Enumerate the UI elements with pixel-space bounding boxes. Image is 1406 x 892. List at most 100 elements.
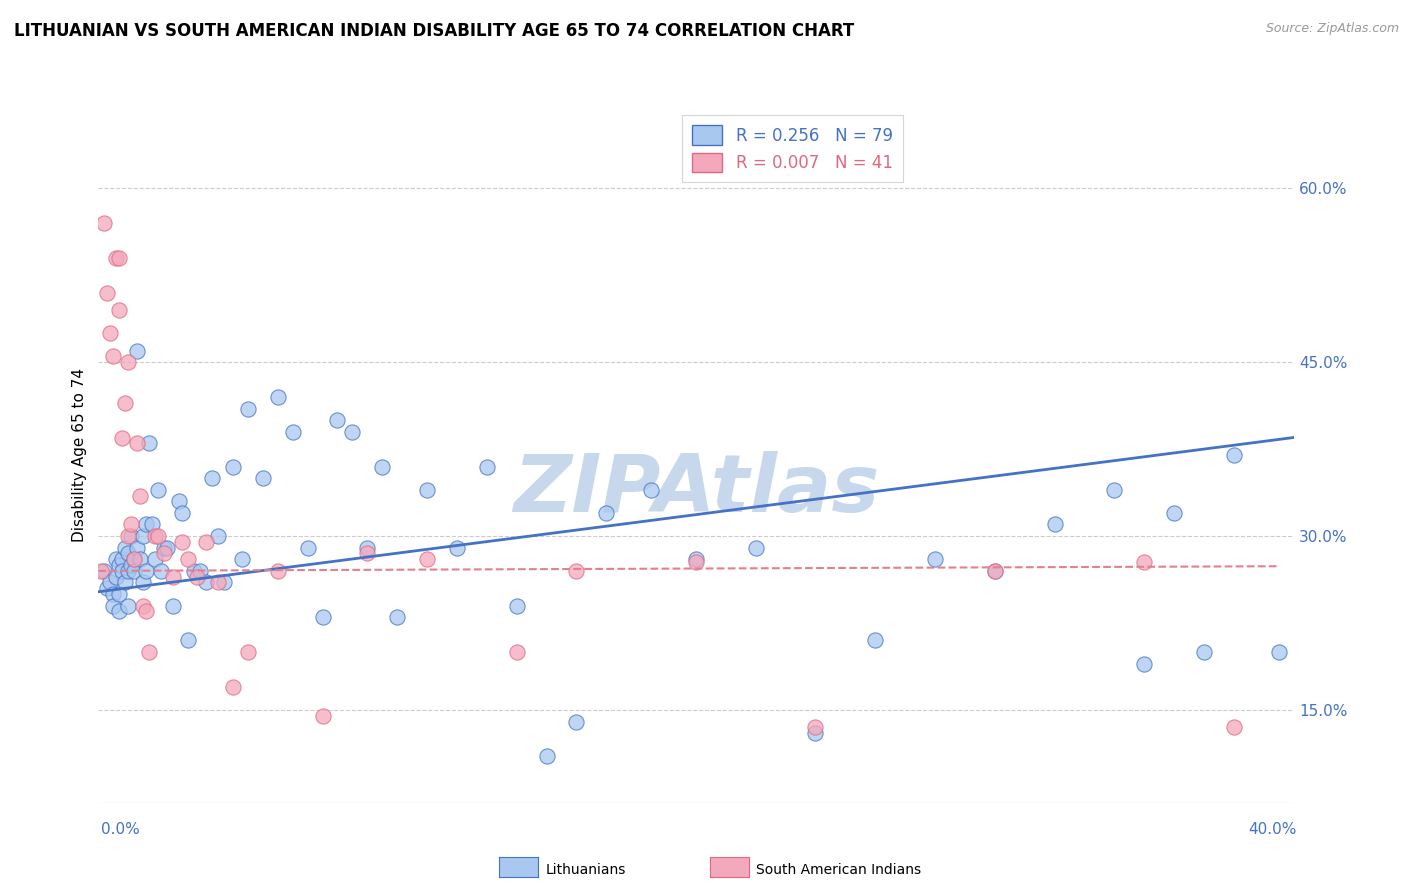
Point (108, 558, 131, 573)
Point (153, 546, 176, 561)
Point (150, 564, 173, 578)
Point (984, 564, 1007, 578)
Point (114, 575, 136, 590)
Point (1192, 645, 1215, 659)
Point (148, 483, 170, 497)
Point (297, 541, 319, 555)
Point (120, 529, 142, 543)
Point (124, 552, 146, 566)
Text: South American Indians: South American Indians (756, 863, 921, 877)
Y-axis label: Disability Age 65 to 74: Disability Age 65 to 74 (72, 368, 87, 542)
Point (96, 285, 118, 300)
Point (129, 552, 152, 566)
Point (231, 552, 253, 566)
Point (342, 425, 364, 439)
Point (188, 564, 211, 578)
Point (103, 350, 125, 364)
Text: Source: ZipAtlas.com: Source: ZipAtlas.com (1265, 22, 1399, 36)
Point (127, 343, 149, 358)
Point (105, 251, 128, 265)
Point (1163, 506, 1185, 520)
Point (595, 506, 617, 520)
Point (100, 575, 122, 590)
Point (108, 605, 131, 619)
Point (222, 459, 245, 474)
Point (371, 459, 394, 474)
Point (162, 570, 184, 584)
Point (120, 517, 142, 532)
Text: Lithuanians: Lithuanians (546, 863, 626, 877)
Point (183, 564, 205, 578)
Point (475, 459, 498, 474)
Point (565, 564, 588, 578)
Point (111, 564, 134, 578)
Point (1133, 657, 1156, 671)
Point (385, 610, 409, 624)
Point (93, 564, 115, 578)
Point (207, 529, 229, 543)
Point (135, 605, 157, 619)
Point (1043, 517, 1066, 532)
Point (984, 564, 1007, 578)
Point (114, 541, 136, 555)
Point (124, 552, 146, 566)
Point (148, 529, 170, 543)
Point (356, 541, 378, 555)
Point (565, 714, 588, 729)
Point (108, 587, 131, 601)
Point (103, 599, 125, 613)
Point (117, 599, 139, 613)
Point (117, 355, 139, 369)
Point (132, 575, 155, 590)
Point (640, 483, 662, 497)
Point (117, 546, 139, 561)
Point (124, 564, 146, 578)
Text: ZIPAtlas: ZIPAtlas (513, 450, 879, 529)
Point (177, 633, 200, 648)
Legend: R = 0.256   N = 79, R = 0.007   N = 41: R = 0.256 N = 79, R = 0.007 N = 41 (682, 115, 903, 182)
Point (311, 708, 333, 723)
Point (212, 575, 235, 590)
Point (506, 599, 529, 613)
Point (416, 483, 439, 497)
Point (236, 401, 259, 416)
Point (132, 529, 155, 543)
Point (111, 431, 134, 445)
Point (195, 535, 218, 549)
Point (105, 570, 128, 584)
Point (1104, 483, 1126, 497)
Point (745, 541, 768, 555)
Point (267, 564, 290, 578)
Point (281, 425, 304, 439)
Point (162, 599, 184, 613)
Point (167, 494, 190, 508)
Point (103, 587, 125, 601)
Point (446, 541, 468, 555)
Point (105, 552, 128, 566)
Point (108, 251, 131, 265)
Point (201, 471, 224, 485)
Point (108, 303, 131, 318)
Point (1133, 555, 1156, 569)
Point (207, 575, 229, 590)
Point (172, 506, 194, 520)
Point (132, 599, 155, 613)
Point (129, 489, 152, 503)
Point (685, 555, 707, 569)
Point (804, 721, 827, 735)
Text: 0.0%: 0.0% (101, 822, 141, 837)
Point (311, 610, 333, 624)
Point (1223, 721, 1246, 735)
Point (685, 552, 707, 566)
Point (1223, 448, 1246, 462)
Point (117, 529, 139, 543)
Point (90, 564, 112, 578)
Point (506, 645, 529, 659)
Point (186, 570, 208, 584)
Point (222, 680, 245, 694)
Point (252, 471, 274, 485)
Point (267, 390, 290, 404)
Point (172, 535, 194, 549)
Point (127, 541, 149, 555)
Point (135, 564, 157, 578)
